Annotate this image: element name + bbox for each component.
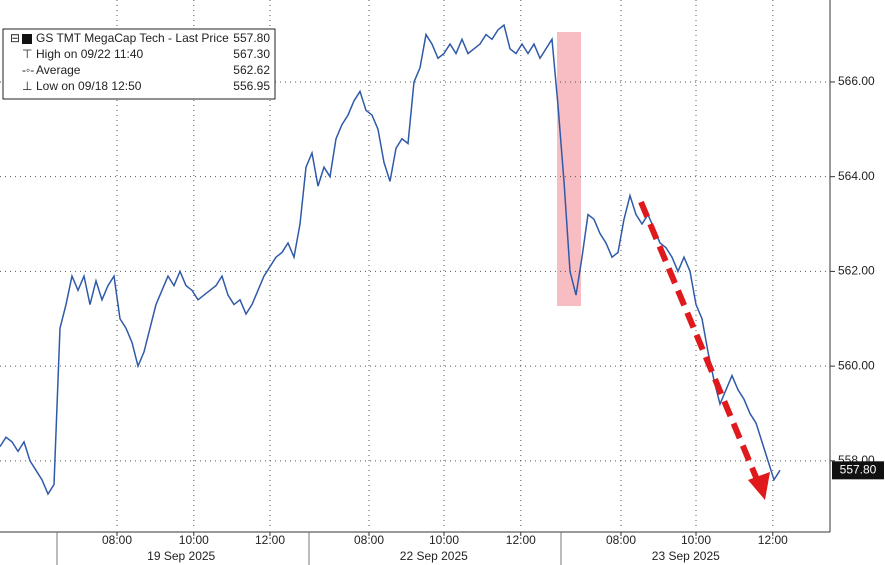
x-tick-label: 12:00 bbox=[758, 533, 788, 547]
legend-label: Average bbox=[36, 63, 81, 77]
legend-label: Low on 09/18 12:50 bbox=[36, 79, 142, 93]
legend-label: High on 09/22 11:40 bbox=[36, 47, 144, 61]
legend-label: GS TMT MegaCap Tech - Last Price bbox=[36, 31, 229, 45]
last-price-label: 557.80 bbox=[840, 462, 877, 476]
x-tick-label: 08:00 bbox=[354, 533, 384, 547]
x-tick-label: 12:00 bbox=[255, 533, 285, 547]
legend-swatch bbox=[22, 34, 32, 44]
x-tick-label: 08:00 bbox=[606, 533, 636, 547]
x-tick-label: 10:00 bbox=[179, 533, 209, 547]
y-tick-label: 562.00 bbox=[838, 264, 875, 278]
y-tick-label: 560.00 bbox=[838, 358, 875, 372]
legend-icon: -◦- bbox=[22, 63, 34, 77]
legend-value: 562.62 bbox=[233, 63, 270, 77]
x-tick-label: 08:00 bbox=[102, 533, 132, 547]
date-label: 23 Sep 2025 bbox=[652, 549, 720, 563]
y-tick-label: 564.00 bbox=[838, 169, 875, 183]
x-tick-label: 10:00 bbox=[429, 533, 459, 547]
legend: ⊟ ⊤ -◦- ⊥ GS TMT MegaCap Tech - Last Pri… bbox=[2, 28, 276, 100]
legend-icon: ⊟ bbox=[10, 31, 20, 45]
legend-value: 567.30 bbox=[233, 47, 270, 61]
x-tick-label: 12:00 bbox=[506, 533, 536, 547]
price-line bbox=[0, 23, 781, 496]
legend-icon: ⊥ bbox=[22, 79, 32, 93]
x-tick-label: 10:00 bbox=[681, 533, 711, 547]
arrow-shaft bbox=[638, 200, 761, 484]
plot bbox=[0, 0, 830, 530]
date-label: 22 Sep 2025 bbox=[400, 549, 468, 563]
legend-value: 556.95 bbox=[233, 79, 270, 93]
arrow-head bbox=[748, 472, 770, 500]
last-price-box bbox=[832, 461, 884, 480]
y-tick-label: 566.00 bbox=[838, 74, 875, 88]
date-label: 19 Sep 2025 bbox=[147, 549, 215, 563]
legend-icon: ⊤ bbox=[22, 47, 32, 61]
trend-arrow bbox=[638, 200, 770, 500]
legend-value: 557.80 bbox=[233, 31, 270, 45]
legend-box bbox=[2, 28, 276, 100]
